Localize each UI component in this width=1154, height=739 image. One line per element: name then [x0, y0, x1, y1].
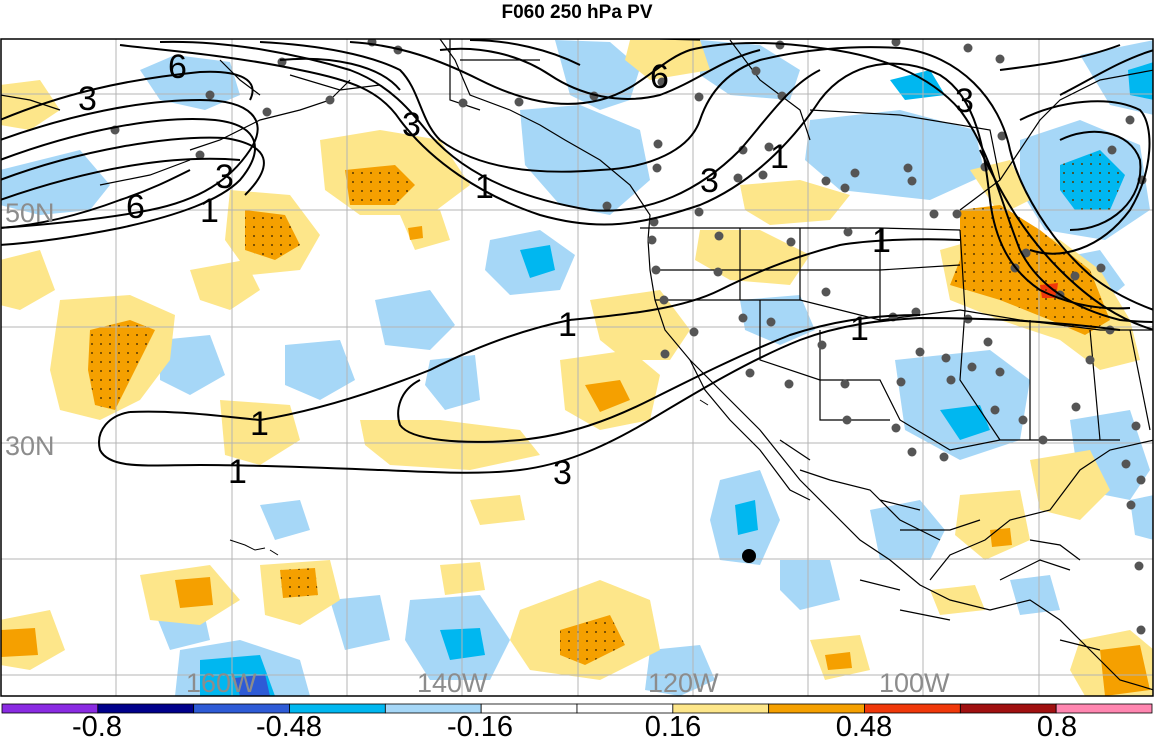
lat-label: 30N	[5, 431, 55, 461]
contour-label: 1	[770, 138, 789, 176]
contour-label: 1	[475, 168, 494, 206]
axis-labels: 50N 30N 160W 140W 120W 100W	[5, 198, 950, 698]
contour-label: 3	[78, 80, 97, 118]
graticule	[1, 39, 1153, 696]
contour-label: 1	[850, 310, 869, 348]
colorbar-label: -0.16	[447, 711, 513, 739]
contour-label: 1	[558, 306, 577, 344]
contour-label: 3	[553, 454, 572, 492]
contour-label: 3	[215, 158, 234, 196]
map-frame	[0, 38, 1154, 697]
contour-label: 3	[955, 82, 974, 120]
marker-dot	[742, 549, 756, 563]
colorbar-label: 0.48	[836, 711, 892, 739]
colorbar-boxes	[1, 703, 1153, 714]
islands	[229, 399, 709, 556]
contour-label: 1	[872, 222, 891, 260]
contour-label: 6	[126, 188, 145, 226]
contour-label: 3	[700, 162, 719, 200]
lon-label: 100W	[879, 668, 950, 698]
deep-negative-area	[235, 674, 270, 696]
lon-label: 120W	[648, 668, 719, 698]
contour-label: 3	[402, 106, 421, 144]
station-dots	[110, 39, 1147, 635]
colorbar-labels: -0.8 -0.48 -0.16 0.16 0.48 0.8	[72, 711, 1077, 739]
colorbar-label: 0.16	[645, 711, 701, 739]
pv-contours	[1, 39, 1153, 474]
lon-label: 140W	[417, 668, 488, 698]
contour-label: 6	[168, 48, 187, 86]
colorbar-box	[1055, 703, 1153, 714]
contour-labels: 6 3 3 6 1 3 6 3 3 1 1 1 1 1 1 1 3	[78, 48, 974, 492]
lat-label: 50N	[5, 198, 55, 228]
colorbar-label: -0.8	[72, 711, 122, 739]
contour-label: 1	[250, 405, 269, 443]
contour-label: 1	[228, 453, 247, 491]
colorbar-label: -0.48	[256, 711, 322, 739]
colorbar-label: 0.8	[1037, 711, 1077, 739]
lon-label: 160W	[186, 668, 257, 698]
map-title: F060 250 hPa PV	[501, 2, 653, 23]
contour-label: 6	[650, 58, 669, 96]
contour-label: 1	[200, 192, 219, 230]
